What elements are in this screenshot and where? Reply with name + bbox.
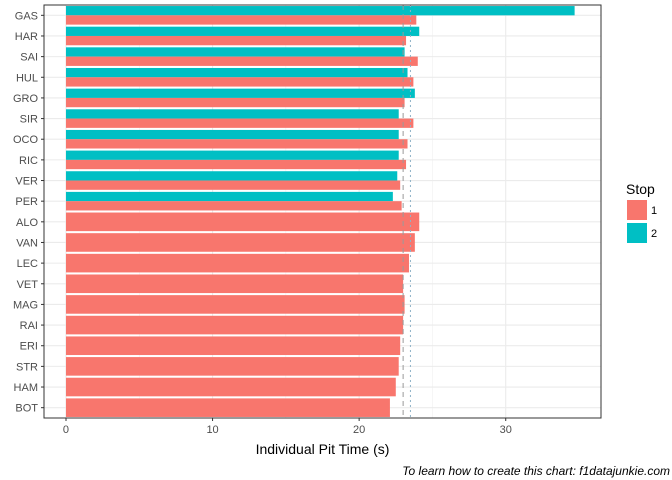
- bar-str-stop-1: [65, 357, 399, 376]
- bar-gas-stop-2: [65, 6, 575, 16]
- x-tick-label: 30: [500, 424, 512, 436]
- bar-oco-stop-2: [65, 129, 399, 140]
- x-tick-label: 10: [206, 424, 218, 436]
- bar-sir-stop-1: [65, 118, 414, 128]
- legend-label-stop-1: 1: [651, 205, 657, 217]
- y-tick-label: SIR: [20, 114, 38, 126]
- bar-vet-stop-1: [65, 274, 404, 294]
- bar-gas-stop-1: [65, 15, 417, 25]
- bar-hul-stop-2: [65, 67, 408, 78]
- bar-har-stop-2: [65, 26, 420, 36]
- y-tick-label: OCO: [13, 134, 39, 146]
- chart-caption: To learn how to create this chart: f1dat…: [402, 464, 670, 478]
- legend-label-stop-2: 2: [651, 228, 657, 240]
- y-tick-label: PER: [15, 196, 38, 208]
- bar-hul-stop-1: [65, 77, 414, 87]
- y-tick-label: HAM: [14, 382, 38, 394]
- bar-alo-stop-1: [65, 212, 420, 232]
- bar-eri-stop-1: [65, 336, 401, 356]
- bar-sir-stop-2: [65, 109, 399, 119]
- bar-gro-stop-2: [65, 88, 415, 98]
- bar-per-stop-2: [65, 191, 393, 202]
- y-tick-label: GRO: [13, 93, 39, 105]
- reference-lines: [402, 5, 411, 418]
- legend-key-stop-2: [627, 223, 647, 243]
- y-tick-label: RIC: [19, 155, 38, 167]
- bar-van-stop-1: [65, 233, 415, 252]
- bar-oco-stop-1: [65, 139, 408, 149]
- panel-border: [43, 4, 602, 419]
- bar-mag-stop-1: [65, 295, 405, 314]
- bar-har-stop-1: [65, 35, 407, 46]
- y-tick-label: HAR: [15, 31, 38, 43]
- y-tick-label: VET: [17, 279, 39, 291]
- x-axis-title: Individual Pit Time (s): [256, 441, 390, 457]
- bar-lec-stop-1: [65, 253, 409, 273]
- legend-title: Stop: [626, 181, 655, 197]
- bar-sai-stop-1: [65, 56, 418, 66]
- bar-bot-stop-1: [65, 398, 390, 417]
- legend-key-stop-1: [627, 200, 647, 220]
- bar-ver-stop-1: [65, 180, 401, 190]
- legend: Stop 1 2: [626, 181, 657, 243]
- x-tick-label: 0: [63, 424, 69, 436]
- y-tick-label: MAG: [13, 299, 38, 311]
- bars: [65, 6, 575, 417]
- bar-rai-stop-1: [65, 315, 404, 335]
- y-tick-label: ERI: [20, 341, 38, 353]
- y-tick-label: HUL: [16, 72, 38, 84]
- y-tick-label: STR: [16, 361, 38, 373]
- y-tick-label: LEC: [17, 258, 38, 270]
- bar-per-stop-1: [65, 201, 402, 211]
- y-tick-label: BOT: [15, 403, 38, 415]
- bar-ver-stop-2: [65, 171, 398, 181]
- y-tick-label: ALO: [16, 217, 38, 229]
- y-axis: GAS HAR SAI HUL GRO SIR OCO RIC VER PER ALO VAN LEC V…: [13, 10, 44, 415]
- panel-background: [44, 5, 601, 418]
- x-axis: 0 10 20 30: [63, 418, 512, 436]
- bar-ric-stop-1: [65, 159, 407, 170]
- y-tick-label: VER: [15, 176, 38, 188]
- bar-gro-stop-1: [65, 97, 405, 108]
- y-tick-label: RAI: [20, 320, 38, 332]
- y-tick-label: SAI: [20, 52, 38, 64]
- y-tick-label: GAS: [15, 10, 38, 22]
- x-tick-label: 20: [353, 424, 365, 436]
- bar-ric-stop-2: [65, 150, 399, 160]
- bar-sai-stop-2: [65, 47, 405, 57]
- bar-ham-stop-1: [65, 377, 396, 397]
- y-tick-label: VAN: [16, 237, 38, 249]
